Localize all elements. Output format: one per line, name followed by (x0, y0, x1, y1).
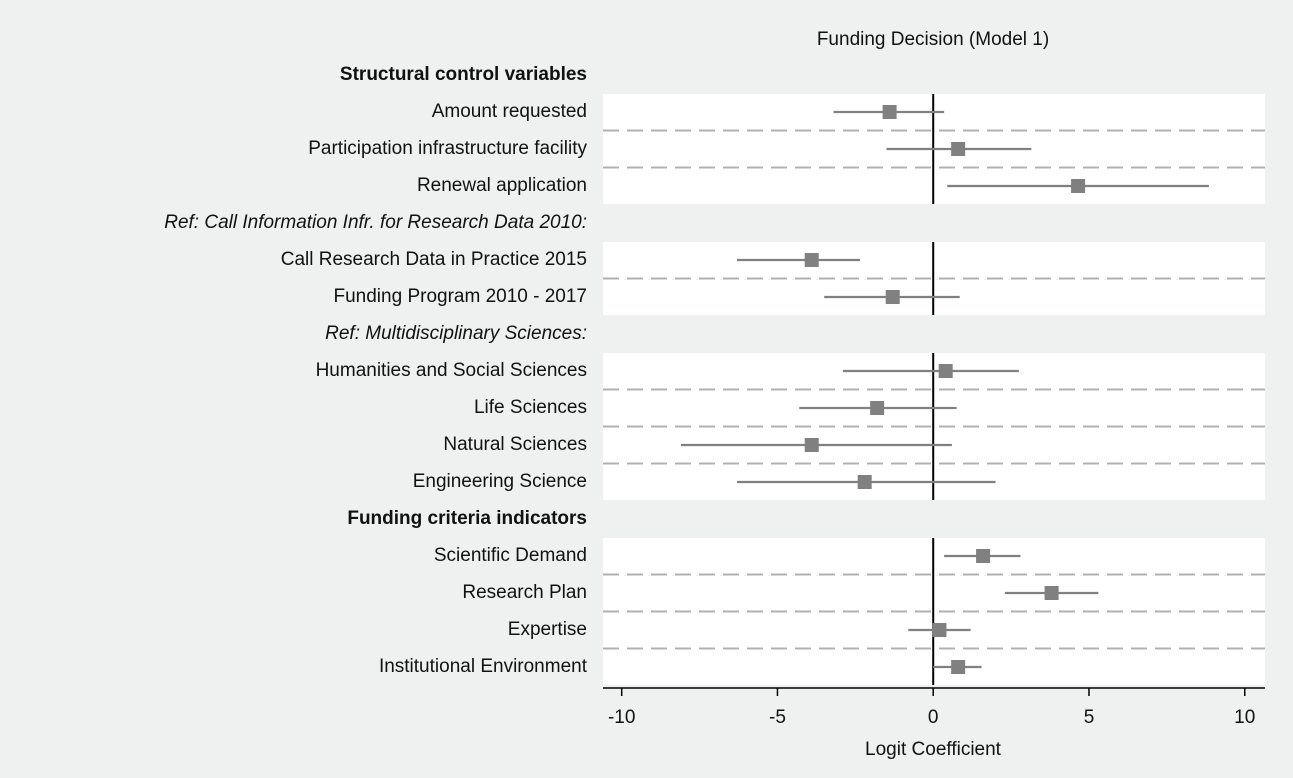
row-label: Participation infrastructure facility (308, 138, 587, 159)
x-tick-label: 5 (1084, 707, 1095, 728)
estimate-marker (938, 364, 953, 378)
estimate-marker (870, 401, 885, 415)
x-tick-label: -5 (769, 707, 786, 728)
row-label: Renewal application (417, 175, 587, 196)
estimate-marker (1071, 179, 1086, 193)
row-label: Natural Sciences (443, 434, 587, 455)
estimate-marker (857, 475, 872, 489)
estimate-marker (976, 549, 991, 563)
row-label: Funding Program 2010 - 2017 (334, 286, 588, 307)
estimate-marker (804, 253, 819, 267)
row-label: Engineering Science (413, 471, 587, 492)
estimate-marker (885, 290, 900, 304)
estimate-marker (804, 438, 819, 452)
row-label: Research Plan (462, 582, 587, 603)
x-tick-label: 0 (928, 707, 939, 728)
row-label: Ref: Multidisciplinary Sciences: (325, 323, 587, 344)
row-label: Institutional Environment (379, 656, 588, 677)
row-label: Amount requested (432, 101, 587, 122)
estimate-marker (1044, 586, 1059, 600)
row-label: Funding criteria indicators (347, 508, 587, 529)
row-label: Call Research Data in Practice 2015 (281, 249, 587, 270)
x-tick-label: -10 (608, 707, 635, 728)
chart-title: Funding Decision (Model 1) (817, 29, 1049, 50)
estimate-marker (951, 142, 966, 156)
row-label: Scientific Demand (434, 545, 587, 566)
x-axis-label: Logit Coefficient (865, 739, 1002, 760)
row-label: Life Sciences (474, 397, 587, 418)
estimate-marker (882, 105, 897, 119)
row-label: Ref: Call Information Infr. for Research… (164, 212, 587, 233)
estimate-marker (932, 623, 947, 637)
row-label: Structural control variables (340, 64, 587, 85)
row-label: Humanities and Social Sciences (316, 360, 587, 381)
row-label: Expertise (508, 619, 587, 640)
estimate-marker (951, 660, 966, 674)
x-tick-label: 10 (1234, 707, 1255, 728)
